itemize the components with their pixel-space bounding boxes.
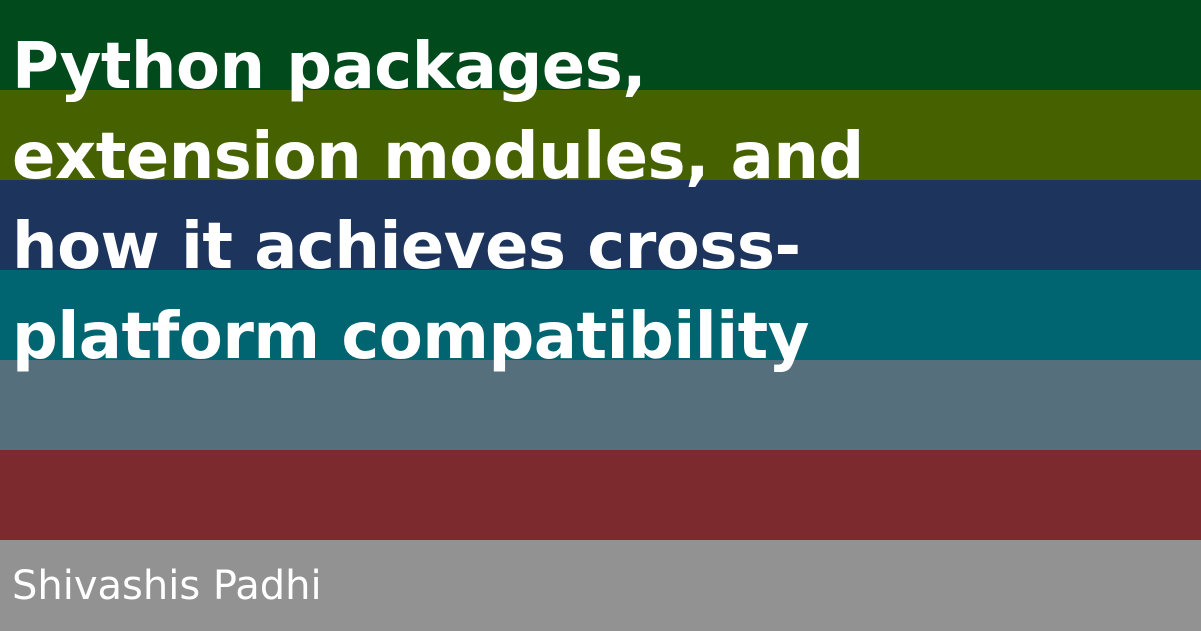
- title-line-4: platform compatibility: [12, 300, 809, 374]
- title-line-3: how it achieves cross-: [12, 210, 801, 284]
- stripe-6: [0, 450, 1201, 540]
- author-name: Shivashis Padhi: [12, 563, 322, 609]
- title-line-2: extension modules, and: [12, 120, 864, 194]
- page-title: Python packages, extension modules, and …: [12, 22, 1182, 382]
- stripe-3: [0, 180, 1201, 270]
- stripe-2: [0, 90, 1201, 180]
- stripe-4: [0, 270, 1201, 360]
- stripe-1: [0, 0, 1201, 90]
- title-line-1: Python packages,: [12, 30, 647, 104]
- stripe-7: [0, 540, 1201, 631]
- stripe-5: [0, 360, 1201, 450]
